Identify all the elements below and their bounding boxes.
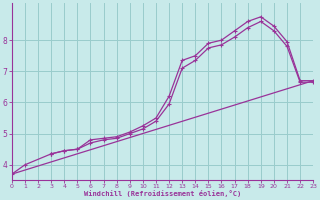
X-axis label: Windchill (Refroidissement éolien,°C): Windchill (Refroidissement éolien,°C) <box>84 190 241 197</box>
